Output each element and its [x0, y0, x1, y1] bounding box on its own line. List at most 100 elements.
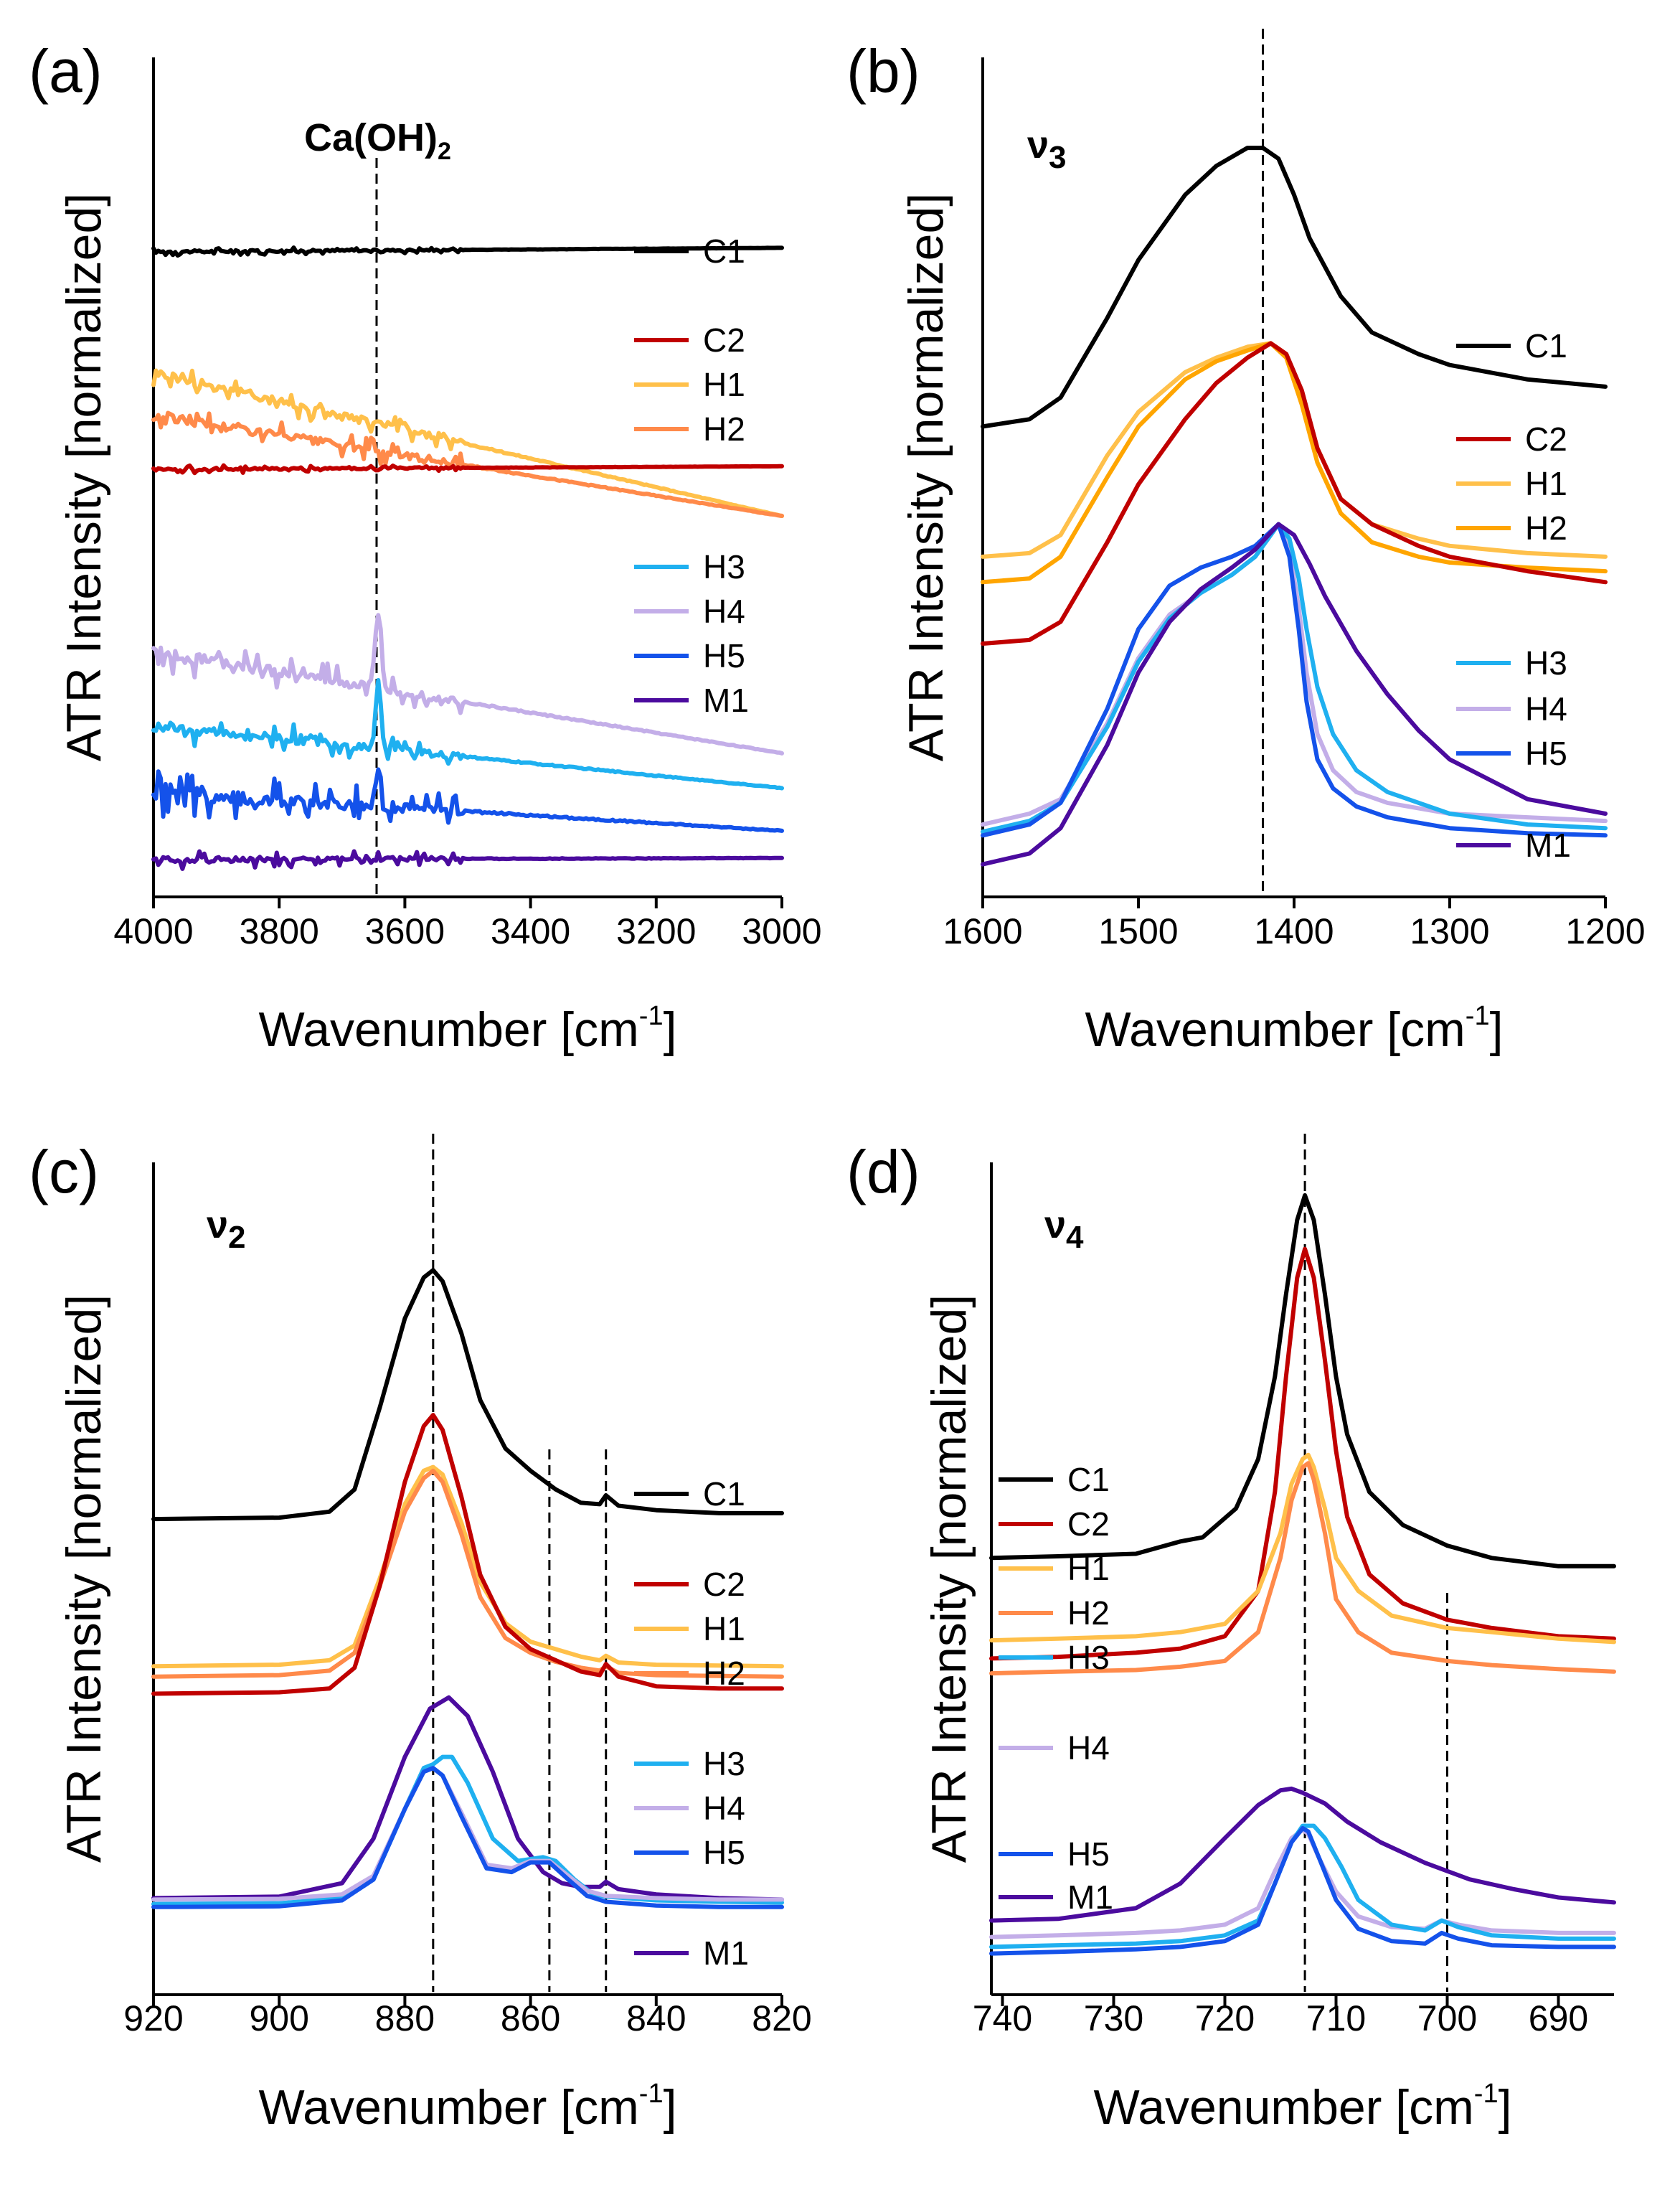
legend-label: C2 [1067, 1505, 1110, 1543]
legend-item-h2: H2 [634, 410, 745, 448]
legend-label: C2 [1525, 420, 1567, 458]
legend-item-h5: H5 [1456, 735, 1567, 772]
legend-label: H3 [1525, 644, 1567, 682]
legend-item-h1: H1 [999, 1550, 1110, 1587]
legend-item-c1: C1 [999, 1461, 1110, 1498]
legend-item-h4: H4 [999, 1729, 1110, 1767]
legend-item-h3: H3 [1456, 644, 1567, 682]
legend-label: M1 [1067, 1878, 1113, 1916]
series-line-h1 [151, 368, 784, 519]
legend-label: C1 [703, 1475, 745, 1513]
legend-label: H4 [703, 1789, 745, 1827]
legend-item-h3: H3 [634, 1745, 745, 1782]
x-tick-label: 900 [249, 1998, 308, 2038]
series-line-m1 [981, 522, 1608, 867]
x-axis-label: Wavenumber [cm-1] [259, 1001, 677, 1057]
y-axis-label: ATR Intensity [normalized] [57, 193, 111, 761]
series-line-h4 [151, 613, 784, 756]
series-line-h1 [989, 1452, 1616, 1645]
series-line-c2 [151, 1413, 784, 1696]
x-tick-label: 700 [1417, 1998, 1477, 2038]
legend-label: C2 [703, 1566, 745, 1603]
legend-item-h5: H5 [634, 1834, 745, 1871]
legend-label: H3 [703, 548, 745, 585]
series-line-h1 [151, 1464, 784, 1669]
legend-item-h4: H4 [634, 593, 745, 630]
series-line-c1 [981, 146, 1608, 429]
series-line-h2 [989, 1461, 1616, 1676]
x-tick-label: 1300 [1410, 911, 1489, 951]
legend-label: H3 [703, 1745, 745, 1782]
legend-item-c1: C1 [634, 1475, 745, 1513]
x-axis-label: Wavenumber [cm-1] [1094, 2079, 1512, 2135]
series-line-h5 [981, 522, 1608, 838]
x-tick-label: 710 [1306, 1998, 1366, 2038]
x-tick-label: 740 [973, 1998, 1032, 2038]
x-tick-label: 1600 [943, 911, 1022, 951]
legend-label: H5 [703, 637, 745, 674]
panel-letter: (c) [29, 1138, 99, 1205]
panel-d: 740 730 720 710 700 690 Wavenumber [cm-1] ATR I… [846, 1134, 1616, 2135]
series-line-c2 [981, 341, 1608, 646]
x-tick-label: 920 [123, 1998, 183, 2038]
legend-item-c1: C1 [634, 232, 745, 270]
legend-label: C1 [703, 232, 745, 270]
x-tick-label: 3400 [491, 911, 570, 951]
panel-c: 920 900 880 860 840 820 Wavenumber [cm-1] ATR I… [29, 1134, 812, 2135]
legend-item-m1: M1 [1456, 827, 1571, 864]
y-axis-label: ATR Intensity [normalized] [899, 193, 953, 761]
series-line-h3 [981, 522, 1608, 834]
legend-label: H5 [703, 1834, 745, 1871]
legend-item-h5: H5 [999, 1835, 1110, 1873]
x-tick-label: 3200 [616, 911, 696, 951]
x-tick-label: 820 [752, 1998, 811, 2038]
series-line-h5 [151, 1766, 784, 1909]
series-line-m1 [151, 849, 784, 871]
legend-label: H3 [1067, 1639, 1110, 1676]
x-tick-label: 3800 [240, 911, 319, 951]
x-axis-label: Wavenumber [cm-1] [1085, 1001, 1504, 1057]
legend-item-h1: H1 [634, 366, 745, 403]
series-line-c1 [151, 245, 784, 258]
legend-item-h2: H2 [1456, 509, 1567, 547]
x-tick-label: 840 [626, 1998, 686, 2038]
legend-item-m1: M1 [634, 1934, 749, 1972]
x-tick-label: 1200 [1565, 911, 1645, 951]
panel-letter: (b) [846, 37, 920, 105]
series-line-m1 [989, 1786, 1616, 1923]
legend-label: M1 [703, 682, 749, 719]
x-tick-label: 4000 [113, 911, 193, 951]
x-tick-label: 720 [1195, 1998, 1255, 2038]
legend-item-c2: C2 [999, 1505, 1110, 1543]
legend-item-h1: H1 [634, 1610, 745, 1647]
legend-label: M1 [703, 1934, 749, 1972]
series-line-h3 [151, 678, 784, 791]
series-line-h5 [989, 1826, 1616, 1956]
legend-label: H2 [1067, 1594, 1110, 1632]
x-tick-label: 730 [1084, 1998, 1143, 2038]
legend-item-h4: H4 [1456, 690, 1567, 728]
x-tick-label: 3600 [365, 911, 445, 951]
legend-item-h1: H1 [1456, 465, 1567, 502]
legend-item-m1: M1 [999, 1878, 1113, 1916]
legend-label: H1 [1067, 1550, 1110, 1587]
caoh2-annotation: Ca(OH)2 [304, 116, 451, 165]
legend-item-c2: C2 [634, 321, 745, 359]
legend-label: H2 [703, 1655, 745, 1692]
legend-item-c2: C2 [1456, 420, 1567, 458]
legend-label: H4 [1525, 690, 1567, 728]
legend-label: H2 [703, 410, 745, 448]
legend-label: M1 [1525, 827, 1571, 864]
legend-item-h3: H3 [634, 548, 745, 585]
legend-label: H1 [1525, 465, 1567, 502]
legend-label: H2 [1525, 509, 1567, 547]
legend-label: H4 [1067, 1729, 1110, 1767]
legend-item-c1: C1 [1456, 327, 1567, 364]
legend-item-c2: C2 [634, 1566, 745, 1603]
series-line-h5 [151, 767, 784, 833]
legend-label: H1 [703, 366, 745, 403]
x-tick-label: 860 [501, 1998, 560, 2038]
legend-item-m1: M1 [634, 682, 749, 719]
x-tick-label: 690 [1529, 1998, 1588, 2038]
